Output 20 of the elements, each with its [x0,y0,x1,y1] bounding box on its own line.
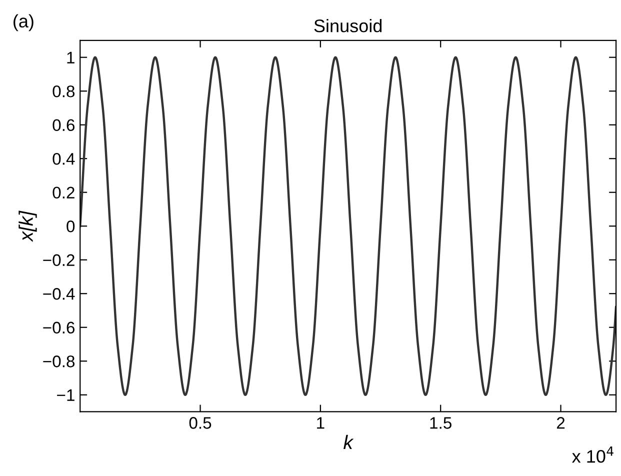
y-tick-label: 0.6 [52,119,75,132]
y-tick-label: −0.2 [43,254,74,266]
x-tick-label: 2 [556,417,565,429]
y-tick-label: 0.4 [52,152,75,165]
y-tick-label: −0.4 [43,288,75,300]
text: (a) [14,14,34,32]
y-tick-label: −0.8 [43,356,75,368]
chart-title: Sinusoid [314,19,382,32]
x-axis-title: k [344,434,354,450]
y-tick-label: −0.6 [43,322,75,334]
y-tick-label: 0.8 [52,85,75,98]
y-tick-label: 1 [67,52,74,64]
y-axis-title: x[k] [18,210,37,242]
y-tick-label: 0.2 [52,186,74,199]
y-tick-label: −1 [57,389,74,401]
y-tick-label: 0 [66,220,75,232]
x-tick-label: 0.5 [189,417,212,429]
x-tick-label: 1.5 [430,417,452,429]
text: x 10$^{4}$ [572,446,614,463]
x-tick-label: 1 [317,417,324,429]
